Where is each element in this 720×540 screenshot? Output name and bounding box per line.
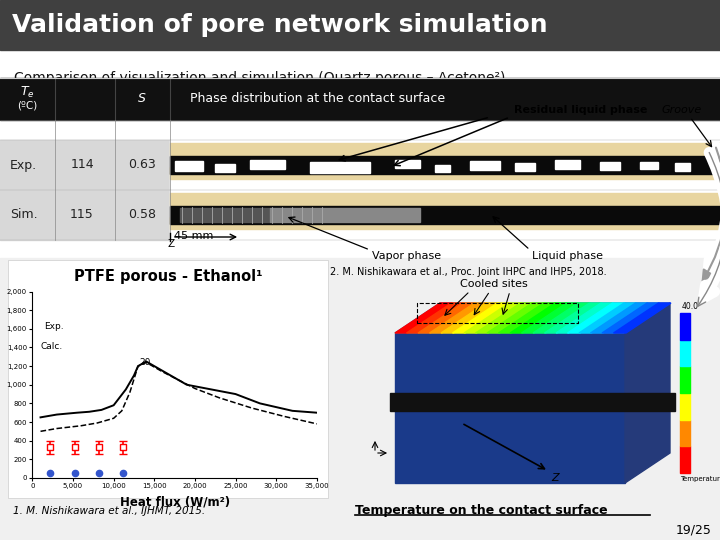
Bar bbox=[600, 162, 620, 170]
Bar bbox=[680, 340, 690, 366]
Polygon shape bbox=[521, 303, 579, 333]
Text: Comparison of visualization and simulation (Quartz porous – Acetone²): Comparison of visualization and simulati… bbox=[14, 71, 505, 85]
Text: Z: Z bbox=[168, 239, 175, 249]
Text: 2. M. Nishikawara et al., Proc. Joint IHPC and IHP5, 2018.: 2. M. Nishikawara et al., Proc. Joint IH… bbox=[330, 267, 607, 277]
Text: 0.58: 0.58 bbox=[128, 208, 156, 221]
Text: PTFE porous - Ethanol¹: PTFE porous - Ethanol¹ bbox=[73, 268, 262, 284]
Text: $T_e$: $T_e$ bbox=[19, 85, 35, 100]
Bar bbox=[170, 206, 720, 224]
Text: Phase distribution at the contact surface: Phase distribution at the contact surfac… bbox=[190, 92, 445, 105]
Text: Groove: Groove bbox=[662, 105, 702, 115]
Bar bbox=[170, 156, 720, 174]
Polygon shape bbox=[464, 303, 521, 333]
Bar bbox=[250, 159, 285, 168]
Text: Exp.: Exp. bbox=[10, 159, 37, 172]
Text: Cooled sites: Cooled sites bbox=[460, 279, 528, 289]
Bar bbox=[0, 190, 170, 240]
Bar bbox=[170, 140, 720, 190]
Bar bbox=[170, 190, 720, 240]
Text: (ºC): (ºC) bbox=[17, 100, 37, 110]
Polygon shape bbox=[533, 303, 590, 333]
Polygon shape bbox=[625, 303, 670, 483]
Bar bbox=[170, 193, 720, 205]
Bar bbox=[680, 366, 690, 393]
Polygon shape bbox=[556, 303, 613, 333]
Bar bbox=[680, 393, 690, 420]
Bar bbox=[680, 420, 690, 447]
Y-axis label: $h_{evap}$ (W/m²K): $h_{evap}$ (W/m²K) bbox=[0, 353, 1, 416]
Bar bbox=[515, 163, 535, 171]
Bar bbox=[170, 167, 720, 179]
Polygon shape bbox=[487, 303, 544, 333]
Polygon shape bbox=[613, 303, 671, 333]
Bar bbox=[0, 258, 720, 540]
Text: 1. M. Nishikawara et al., IJHMT, 2015.: 1. M. Nishikawara et al., IJHMT, 2015. bbox=[13, 506, 205, 516]
Polygon shape bbox=[510, 303, 567, 333]
Bar bbox=[680, 313, 690, 340]
Text: Temperature(℃): Temperature(℃) bbox=[680, 475, 720, 482]
Text: 114: 114 bbox=[70, 159, 94, 172]
Text: 0.63: 0.63 bbox=[128, 159, 156, 172]
Polygon shape bbox=[602, 303, 660, 333]
Bar bbox=[170, 217, 720, 229]
Polygon shape bbox=[395, 303, 452, 333]
Bar bbox=[680, 447, 690, 473]
Bar bbox=[0, 0, 720, 50]
Polygon shape bbox=[475, 303, 533, 333]
Text: Z: Z bbox=[552, 473, 559, 483]
Text: Sim.: Sim. bbox=[10, 208, 37, 221]
Text: 115: 115 bbox=[70, 208, 94, 221]
Bar bbox=[555, 159, 580, 168]
Polygon shape bbox=[579, 303, 636, 333]
Polygon shape bbox=[590, 303, 648, 333]
Bar bbox=[215, 164, 235, 172]
Bar bbox=[395, 160, 420, 168]
Bar bbox=[310, 161, 370, 172]
Text: Vapor phase: Vapor phase bbox=[372, 251, 441, 261]
Text: $S$: $S$ bbox=[138, 92, 147, 105]
Polygon shape bbox=[430, 303, 487, 333]
Polygon shape bbox=[418, 303, 475, 333]
Polygon shape bbox=[441, 303, 498, 333]
Text: 20: 20 bbox=[140, 358, 151, 367]
Polygon shape bbox=[544, 303, 602, 333]
Bar bbox=[180, 208, 270, 222]
Bar bbox=[435, 165, 450, 172]
Text: Liquid phase: Liquid phase bbox=[532, 251, 603, 261]
X-axis label: Heat flux (W/m²): Heat flux (W/m²) bbox=[120, 495, 230, 508]
Text: Temperature on the contact surface: Temperature on the contact surface bbox=[355, 504, 608, 517]
Bar bbox=[175, 161, 203, 171]
Polygon shape bbox=[498, 303, 556, 333]
Bar bbox=[270, 208, 420, 222]
Bar bbox=[640, 161, 658, 168]
Bar bbox=[170, 143, 720, 155]
Polygon shape bbox=[567, 303, 625, 333]
Text: Exp.: Exp. bbox=[45, 322, 64, 331]
Polygon shape bbox=[395, 303, 670, 333]
Bar bbox=[0, 50, 720, 260]
Bar bbox=[0, 140, 170, 190]
Text: 40.0: 40.0 bbox=[682, 302, 699, 311]
Text: Residual liquid phase: Residual liquid phase bbox=[514, 105, 647, 115]
Bar bbox=[675, 163, 690, 171]
Bar bbox=[8, 260, 328, 498]
Bar bbox=[390, 393, 675, 411]
Polygon shape bbox=[452, 303, 510, 333]
Bar bbox=[470, 160, 500, 170]
Bar bbox=[0, 78, 720, 120]
Text: 45 mm: 45 mm bbox=[174, 231, 213, 241]
Text: 19/25: 19/25 bbox=[676, 523, 712, 537]
Text: Validation of pore network simulation: Validation of pore network simulation bbox=[12, 13, 548, 37]
Bar bbox=[395, 333, 625, 483]
Text: Calc.: Calc. bbox=[40, 342, 63, 352]
Polygon shape bbox=[407, 303, 464, 333]
